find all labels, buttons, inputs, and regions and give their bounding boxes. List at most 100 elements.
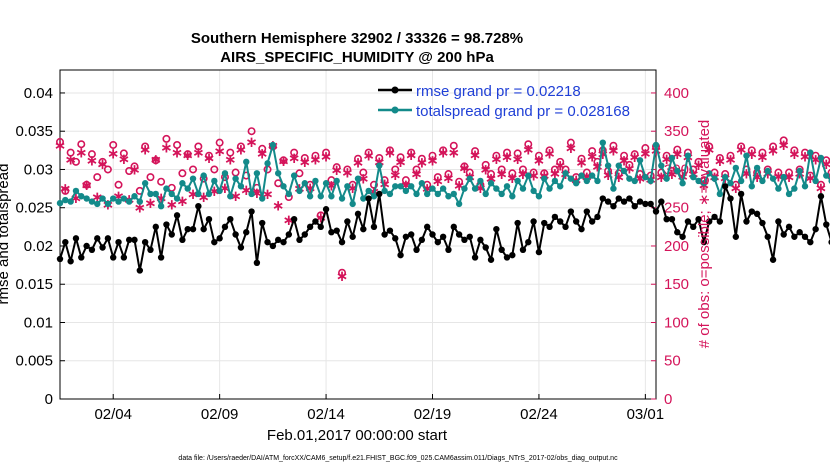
rmse-point	[290, 215, 298, 223]
obs-evaluated-point: ∗	[815, 180, 828, 197]
rmse-point	[402, 233, 410, 240]
totalspread-point	[626, 175, 633, 182]
obs-possible-point	[785, 168, 794, 177]
obs-possible-point	[588, 147, 597, 156]
rmse-point	[615, 195, 622, 202]
y-left-tick-label: 0.035	[15, 123, 53, 140]
rmse-point	[737, 190, 745, 198]
totalspread-point	[227, 193, 234, 200]
y-left-tick-label: 0.015	[15, 276, 53, 293]
totalspread-point	[136, 198, 144, 205]
rmse-point	[408, 231, 415, 238]
totalspread-point	[360, 195, 367, 202]
rmse-point	[535, 248, 543, 256]
obs-possible-point	[779, 136, 788, 145]
obs-evaluated-point: ∗	[256, 145, 269, 162]
totalspread-point	[152, 190, 159, 198]
obs-possible-point	[497, 165, 506, 174]
y-left-tick-label: 0.04	[24, 85, 53, 102]
obs-possible-point	[162, 134, 171, 143]
obs-possible-point	[290, 148, 299, 157]
obs-evaluated-point: ∗	[511, 151, 524, 168]
rmse-point	[418, 236, 426, 244]
obs-evaluated-point: ∗	[469, 147, 482, 164]
obs-possible-point	[582, 168, 591, 177]
totalspread-point	[94, 200, 101, 208]
obs-evaluated-point: ∗	[75, 145, 88, 162]
plot-area	[59, 69, 657, 400]
totalspread-point	[232, 175, 239, 182]
obs-possible-point	[359, 168, 368, 177]
rmse-point	[248, 208, 255, 215]
totalspread-point	[599, 139, 606, 146]
obs-possible-point	[460, 162, 469, 171]
totalspread-point	[163, 185, 170, 192]
obs-evaluated-point: ∗	[181, 147, 194, 164]
totalspread-point	[221, 170, 229, 177]
rmse-point	[706, 218, 713, 225]
totalspread-point	[721, 173, 729, 181]
obs-possible-point	[396, 153, 405, 162]
obs-possible-point	[774, 168, 783, 177]
totalspread-point	[471, 185, 479, 192]
rmse-point	[322, 206, 330, 213]
obs-evaluated-point: ∗	[298, 154, 311, 171]
y-left-tick-label: 0	[45, 391, 53, 408]
x-tick-label: 02/19	[414, 406, 452, 423]
legend: rmse grand pr = 0.02218 totalspread gran…	[378, 83, 630, 120]
totalspread-point	[306, 193, 314, 200]
rmse-point	[817, 193, 825, 200]
totalspread-point	[525, 172, 532, 179]
totalspread-point	[141, 180, 149, 187]
totalspread-point	[647, 177, 654, 185]
totalspread-point	[530, 187, 537, 195]
totalspread-point	[610, 185, 617, 192]
series-obs_evaluated: ∗∗∗∗∗∗∗∗∗∗∗∗∗∗∗∗∗∗∗∗∗∗∗∗∗∗∗∗∗∗∗∗∗∗∗∗∗∗∗∗…	[54, 134, 830, 285]
obs-possible-point	[471, 147, 480, 156]
legend-totalspread-marker	[391, 106, 399, 114]
rmse-point	[72, 235, 80, 242]
totalspread-point	[370, 193, 378, 200]
obs-possible-point	[231, 168, 240, 177]
obs-evaluated-point: ∗	[575, 155, 588, 172]
obs-evaluated-point: ∗	[479, 161, 492, 178]
totalspread-point	[509, 193, 516, 200]
totalspread-point	[551, 177, 559, 185]
rmse-point	[588, 218, 596, 225]
totalspread-point	[477, 177, 484, 185]
y-right-tick-label: 100	[664, 314, 689, 331]
rmse-point	[62, 238, 69, 246]
rmse-point	[189, 225, 197, 233]
obs-possible-point	[407, 148, 416, 157]
obs-possible-point	[513, 149, 522, 158]
totalspread-point	[487, 180, 495, 187]
rmse-point	[78, 254, 85, 261]
totalspread-point	[274, 170, 282, 177]
legend-totalspread-label: totalspread grand pr = 0.028168	[416, 103, 630, 120]
rmse-point	[195, 202, 202, 210]
obs-evaluated-point: ∗	[495, 166, 508, 183]
obs-evaluated-point: ∗	[554, 158, 567, 175]
totalspread-point	[753, 164, 761, 172]
totalspread-point	[195, 190, 202, 198]
obs-possible-point	[455, 177, 464, 186]
rmse-point	[200, 225, 207, 233]
y-right-tick-label: 150	[664, 276, 689, 293]
totalspread-point	[631, 177, 638, 185]
y-right-tick-label: 400	[664, 85, 689, 102]
y-right-tick-label: 0	[664, 391, 672, 408]
totalspread-point	[296, 187, 303, 195]
rmse-point	[610, 202, 617, 210]
rmse-point	[551, 213, 559, 221]
obs-possible-point	[508, 169, 517, 178]
totalspread-point	[216, 187, 223, 195]
obs-evaluated-point: ∗	[745, 146, 758, 163]
rmse-point	[658, 198, 665, 205]
rmse-point	[796, 229, 803, 236]
rmse-point	[690, 223, 697, 231]
y-axis-right-label: # of obs: o=possible; ∗=evaluated	[696, 120, 713, 349]
rmse-point	[546, 223, 553, 231]
series-rmse	[56, 183, 830, 274]
obs-evaluated-point: ∗	[389, 167, 402, 184]
obs-evaluated-point: ∗	[203, 150, 216, 167]
